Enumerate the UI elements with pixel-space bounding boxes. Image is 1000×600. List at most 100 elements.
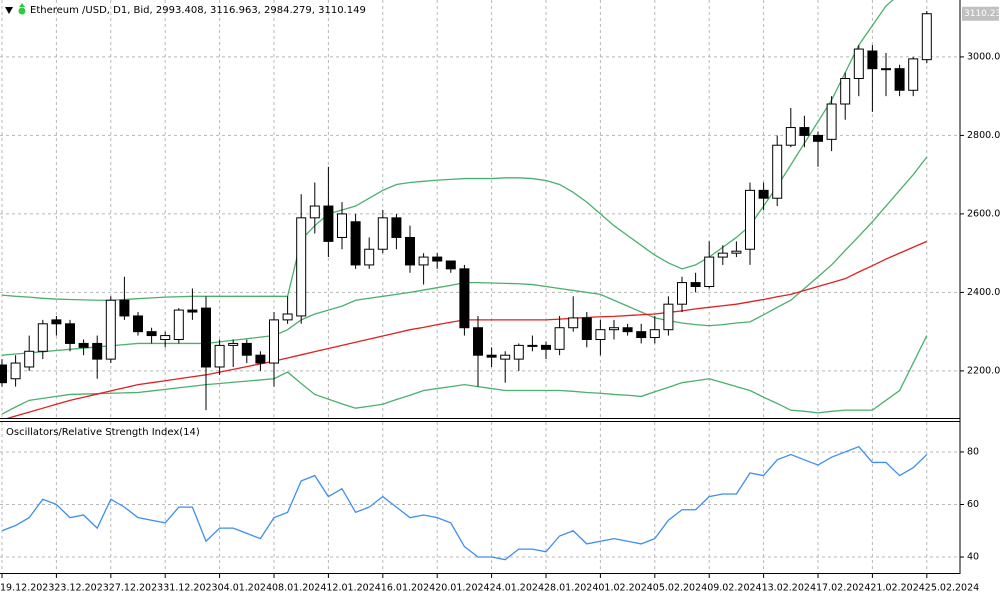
candle-body — [500, 354, 511, 360]
x-tick-label: 20.01.2024 — [435, 583, 489, 594]
candle-body — [377, 217, 388, 250]
candle-body — [663, 303, 674, 331]
candle-body — [486, 354, 497, 358]
candle-body — [799, 127, 810, 136]
candle-body — [160, 335, 171, 341]
candle-body — [853, 48, 864, 79]
candle-body — [173, 309, 184, 341]
status-icon — [18, 7, 26, 15]
candle-body — [296, 217, 307, 317]
candle-body — [405, 236, 415, 266]
candle-body — [391, 217, 402, 238]
candle-body — [731, 250, 742, 254]
x-tick-label: 23.12.2023 — [54, 583, 108, 594]
candle-body — [269, 319, 279, 364]
x-tick-label: 05.02.2024 — [653, 583, 707, 594]
candle-body — [119, 299, 130, 317]
candle-body — [214, 344, 225, 368]
candle-body — [527, 344, 538, 347]
candle-body — [445, 260, 456, 270]
candle-body — [337, 213, 347, 238]
y-tick-label: 2800.000 — [967, 130, 1000, 141]
y-tick-label: 60 — [967, 499, 979, 510]
candle-body — [826, 103, 837, 140]
candle-body — [581, 317, 592, 341]
price-tag-label: 3110.23 — [964, 9, 1000, 19]
candle-body — [772, 144, 783, 199]
candle-body — [745, 189, 755, 250]
candle-body — [309, 205, 320, 219]
candle-body — [105, 299, 116, 360]
x-tick-label: 16.01.2024 — [381, 583, 435, 594]
candle-body — [432, 256, 443, 262]
candle-body — [459, 268, 470, 329]
candle-body — [364, 248, 375, 266]
candle-body — [78, 342, 89, 348]
x-tick-label: 19.12.2023 — [0, 583, 54, 594]
candle-body — [677, 282, 687, 305]
y-tick-label: 80 — [967, 446, 979, 457]
y-tick-label: 2600.000 — [967, 208, 1000, 219]
candle-body — [0, 364, 7, 384]
candle-body — [541, 344, 551, 350]
status-icon — [19, 3, 25, 7]
candle-body — [758, 189, 769, 199]
candle-body — [785, 127, 796, 146]
candle-body — [255, 354, 266, 364]
y-tick-label: 2400.000 — [967, 287, 1000, 298]
x-tick-label: 04.01.2024 — [218, 583, 272, 594]
candle-body — [473, 327, 483, 356]
candle-body — [554, 327, 565, 350]
candle-body — [350, 221, 361, 266]
candle-body — [201, 307, 211, 368]
candle-body — [241, 342, 252, 356]
x-tick-label: 08.01.2024 — [272, 583, 326, 594]
indicator-title: Oscillators/Relative Strength Index(14) — [6, 427, 200, 438]
x-tick-label: 01.02.2024 — [598, 583, 652, 594]
candle-body — [92, 342, 103, 360]
candle-body — [704, 256, 715, 288]
x-tick-label: 25.02.2024 — [925, 583, 979, 594]
candle-body — [228, 342, 239, 346]
chart-title: Ethereum /USD, D1, Bid, 2993.408, 3116.9… — [30, 5, 366, 16]
x-tick-label: 17.02.2024 — [816, 583, 870, 594]
candle-body — [609, 327, 619, 331]
x-tick-label: 24.01.2024 — [490, 583, 544, 594]
candle-body — [133, 315, 143, 333]
candle-body — [908, 58, 919, 91]
candle-body — [568, 317, 579, 329]
y-tick-label: 3000.000 — [967, 51, 1000, 62]
candle-body — [24, 350, 35, 368]
candle-body — [840, 77, 851, 105]
candle-body — [813, 134, 823, 142]
x-tick-label: 27.12.2023 — [109, 583, 163, 594]
candle-body — [622, 327, 633, 333]
y-tick-label: 40 — [967, 552, 979, 563]
rsi-line — [1, 445, 928, 561]
menu-icon[interactable] — [5, 7, 13, 14]
candle-body — [690, 282, 701, 288]
candle-body — [717, 252, 728, 258]
candle-body — [187, 309, 198, 313]
candle-body — [323, 205, 334, 242]
y-tick-label: 2200.000 — [967, 365, 1000, 376]
price-panel — [0, 0, 960, 418]
candle-body — [146, 331, 157, 337]
candle-body — [418, 256, 429, 266]
candle-body — [282, 313, 293, 321]
candle-body — [513, 344, 524, 360]
x-tick-label: 31.12.2023 — [163, 583, 217, 594]
rsi-panel — [0, 422, 960, 572]
x-tick-label: 13.02.2024 — [762, 583, 816, 594]
candle-body — [881, 68, 891, 71]
x-tick-label: 28.01.2024 — [544, 583, 598, 594]
indicator-line — [1, 335, 928, 415]
candle-body — [10, 362, 21, 380]
x-tick-label: 12.01.2024 — [326, 583, 380, 594]
x-tick-label: 21.02.2024 — [870, 583, 924, 594]
candle-body — [37, 323, 48, 352]
candle-body — [636, 331, 647, 339]
